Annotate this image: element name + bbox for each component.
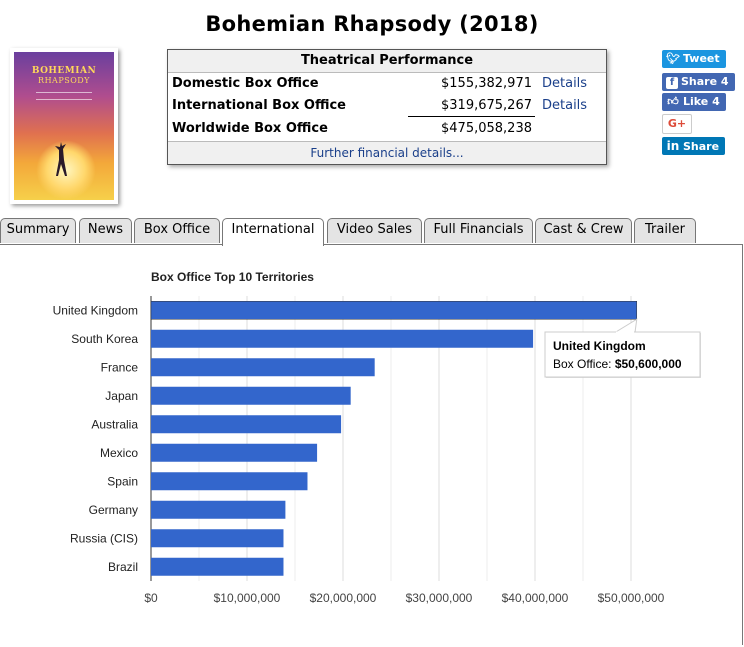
tab-box-office[interactable]: Box Office — [134, 218, 220, 243]
facebook-like-button[interactable]: 👍︎ Like 4 — [662, 93, 726, 111]
y-tick-label: Spain — [107, 474, 138, 488]
international-label: International Box Office — [172, 98, 346, 113]
tab-cast-crew[interactable]: Cast & Crew — [535, 218, 632, 243]
poster-sunburst — [36, 140, 96, 200]
international-row: International Box Office $319,675,267 De… — [172, 96, 602, 116]
linkedin-icon: in — [666, 139, 680, 153]
linkedin-share-button[interactable]: in Share — [662, 137, 726, 155]
domestic-value: $155,382,971 — [441, 76, 532, 91]
page-title: Bohemian Rhapsody (2018) — [205, 12, 539, 36]
tab-full-financials[interactable]: Full Financials — [424, 218, 533, 243]
bar[interactable] — [151, 415, 342, 434]
movie-poster[interactable]: BOHEMIAN RHAPSODY — [10, 48, 118, 204]
tab-international[interactable]: International — [222, 218, 324, 246]
tab-video-sales[interactable]: Video Sales — [327, 218, 422, 243]
x-tick-label: $20,000,000 — [310, 591, 377, 605]
performance-heading: Theatrical Performance — [168, 50, 606, 73]
facebook-icon: f — [666, 77, 678, 89]
google-plus-button[interactable]: G+ — [662, 114, 692, 134]
tab-bar: Summary News Box Office International Vi… — [0, 218, 744, 246]
bar[interactable] — [151, 329, 534, 348]
x-tick-label: $10,000,000 — [214, 591, 281, 605]
international-value: $319,675,267 — [441, 98, 532, 113]
poster-artwork: BOHEMIAN RHAPSODY — [14, 52, 114, 200]
further-financial-details-link[interactable]: Further financial details... — [168, 141, 606, 164]
tooltip-value-amount: $50,600,000 — [615, 357, 682, 371]
y-tick-label: Japan — [105, 389, 138, 403]
bar[interactable] — [150, 301, 638, 320]
thumbs-up-icon: 👍︎ — [667, 95, 679, 108]
domestic-row: Domestic Box Office $155,382,971 Details — [172, 74, 602, 94]
bar[interactable] — [151, 557, 284, 576]
y-tick-label: France — [101, 360, 139, 374]
y-tick-label: Russia (CIS) — [70, 531, 138, 545]
x-tick-label: $50,000,000 — [598, 591, 665, 605]
tooltip-value-label: Box Office: — [553, 357, 615, 371]
tooltip-category: United Kingdom — [553, 339, 646, 353]
worldwide-value: $475,058,238 — [441, 121, 532, 136]
chart-title: Box Office Top 10 Territories — [151, 270, 314, 284]
y-tick-label: Germany — [89, 503, 138, 517]
domestic-details-link[interactable]: Details — [542, 76, 588, 91]
tab-summary[interactable]: Summary — [0, 218, 76, 243]
territories-bar-chart: Box Office Top 10 Territories $0 $10,000,0… — [53, 270, 701, 605]
bar[interactable] — [151, 386, 351, 405]
tweet-button[interactable]: 🐦︎ Tweet — [662, 50, 726, 68]
bar[interactable] — [151, 443, 318, 462]
facebook-share-button[interactable]: f Share 4 — [662, 73, 735, 91]
y-tick-label: Australia — [91, 417, 138, 431]
x-tick-label: $0 — [144, 591, 158, 605]
poster-title: BOHEMIAN RHAPSODY — [31, 66, 97, 85]
bar[interactable] — [151, 472, 308, 491]
twitter-icon: 🐦︎ — [666, 52, 680, 65]
poster-figure — [55, 142, 67, 176]
tab-news[interactable]: News — [79, 218, 132, 243]
tab-trailer[interactable]: Trailer — [634, 218, 696, 243]
worldwide-label: Worldwide Box Office — [172, 121, 328, 136]
y-tick-label: South Korea — [71, 332, 138, 346]
worldwide-row: Worldwide Box Office $475,058,238 — [172, 119, 602, 139]
bar[interactable] — [151, 500, 286, 519]
y-tick-label: United Kingdom — [53, 303, 138, 317]
google-plus-icon: G+ — [667, 117, 687, 130]
poster-tagline — [36, 92, 92, 100]
x-tick-label: $40,000,000 — [502, 591, 569, 605]
international-panel: Box Office Top 10 Territories $0 $10,000,0… — [0, 244, 743, 645]
bar[interactable] — [151, 529, 284, 548]
y-tick-label: Brazil — [108, 560, 138, 574]
y-tick-label: Mexico — [100, 446, 138, 460]
bar[interactable] — [151, 358, 375, 377]
x-tick-label: $30,000,000 — [406, 591, 473, 605]
domestic-label: Domestic Box Office — [172, 76, 319, 91]
tooltip-value: Box Office: $50,600,000 — [553, 357, 682, 371]
international-details-link[interactable]: Details — [542, 98, 588, 113]
theatrical-performance-box: Theatrical Performance Domestic Box Offi… — [167, 49, 607, 165]
tooltip-pointer — [614, 318, 638, 333]
sum-rule — [408, 116, 535, 117]
